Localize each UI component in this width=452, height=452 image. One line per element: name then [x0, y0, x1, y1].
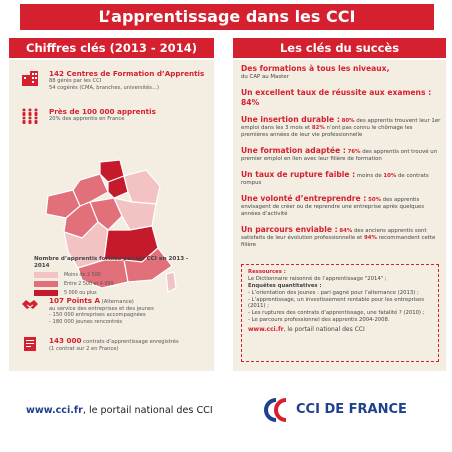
key-item: Une volonté d’entreprendre : 50% des app… — [241, 194, 425, 218]
stat-line: 20% des apprentis en France — [49, 116, 125, 123]
key-item: Un taux de rupture faible : moins de 10%… — [241, 170, 429, 187]
stat-line: - 150 000 entreprises accompagnées — [49, 312, 146, 318]
resources-link[interactable]: www.cci.fr — [248, 326, 284, 333]
footer-text: www.cci.fr, le portail national des CCI — [26, 405, 213, 416]
stat-points-a-value: 107 Points A — [49, 296, 101, 305]
key-item: Une formation adaptée : 76% des apprenti… — [241, 146, 438, 163]
key-figures-panel: 142 Centres de Formation d’Apprentis 88 … — [9, 60, 214, 371]
stat-line: au service des entreprises et des jeunes — [49, 305, 154, 312]
logo-text: CCI DE FRANCE — [296, 402, 407, 417]
building-icon — [22, 71, 38, 86]
handshake-icon — [22, 300, 38, 309]
key-item: Une insertion durable : 80% des apprenti… — [241, 115, 441, 139]
legend-title: Nombre d’apprentis formés par les CCI en… — [34, 256, 189, 269]
legend-label: Moins de 2 500 — [64, 272, 101, 278]
legend-item: 5 000 ou plus — [34, 290, 194, 297]
legend-label: Entre 2 500 et 4 999 — [64, 281, 114, 287]
stat-training-centers-value: 142 Centres de Formation d’Apprentis — [49, 69, 205, 78]
surveys-heading: Enquêtes quantitatives : — [248, 282, 322, 289]
key-item: Des formations à tous les niveaux, du CA… — [241, 64, 390, 81]
success-keys-panel — [233, 60, 446, 371]
resources-heading: Ressources : — [248, 269, 286, 275]
region-corse — [165, 271, 177, 293]
legend-swatch — [34, 281, 58, 288]
region-grand-est — [123, 169, 161, 205]
key-item: Un excellent taux de réussite aux examen… — [241, 88, 432, 108]
section-heading-success-keys: Les clés du succès — [233, 38, 446, 58]
legend-swatch — [34, 290, 58, 297]
france-map — [45, 159, 177, 293]
section-heading-key-figures: Chiffres clés (2013 - 2014) — [9, 38, 214, 58]
resources-box: Ressources : Le Dictionnaire raisonné de… — [241, 264, 439, 362]
people-icon — [22, 108, 38, 124]
legend-label: 5 000 ou plus — [64, 290, 97, 296]
legend-swatch — [34, 272, 58, 279]
footer-link[interactable]: www.cci.fr — [26, 405, 83, 416]
contract-icon — [24, 337, 36, 351]
success-keys-list: Des formations à tous les niveaux, du CA… — [241, 64, 441, 256]
stat-apprentices-value: Près de 100 000 apprentis — [49, 107, 156, 116]
key-item: Un parcours enviable : 84% des anciens a… — [241, 225, 436, 249]
page-title: L’apprentissage dans les CCI — [20, 4, 434, 30]
legend-item: Entre 2 500 et 4 999 — [34, 281, 194, 288]
stat-line: 88 gérés par les CCI — [49, 78, 102, 85]
stat-line: - 180 000 jeunes rencontrés — [49, 318, 123, 325]
stat-contracts-value: 143 000 — [49, 336, 82, 345]
stat-line: 54 cogérés (CMA, branches, universités..… — [49, 84, 159, 91]
map-legend: Nombre d’apprentis formés par les CCI en… — [34, 256, 194, 297]
region-paca — [123, 247, 173, 283]
region-ile-de-france — [107, 175, 129, 199]
stat-line: (1 contrat sur 2 en France) — [49, 345, 119, 352]
cci-logo-icon — [264, 398, 287, 422]
legend-item: Moins de 2 500 — [34, 272, 194, 279]
